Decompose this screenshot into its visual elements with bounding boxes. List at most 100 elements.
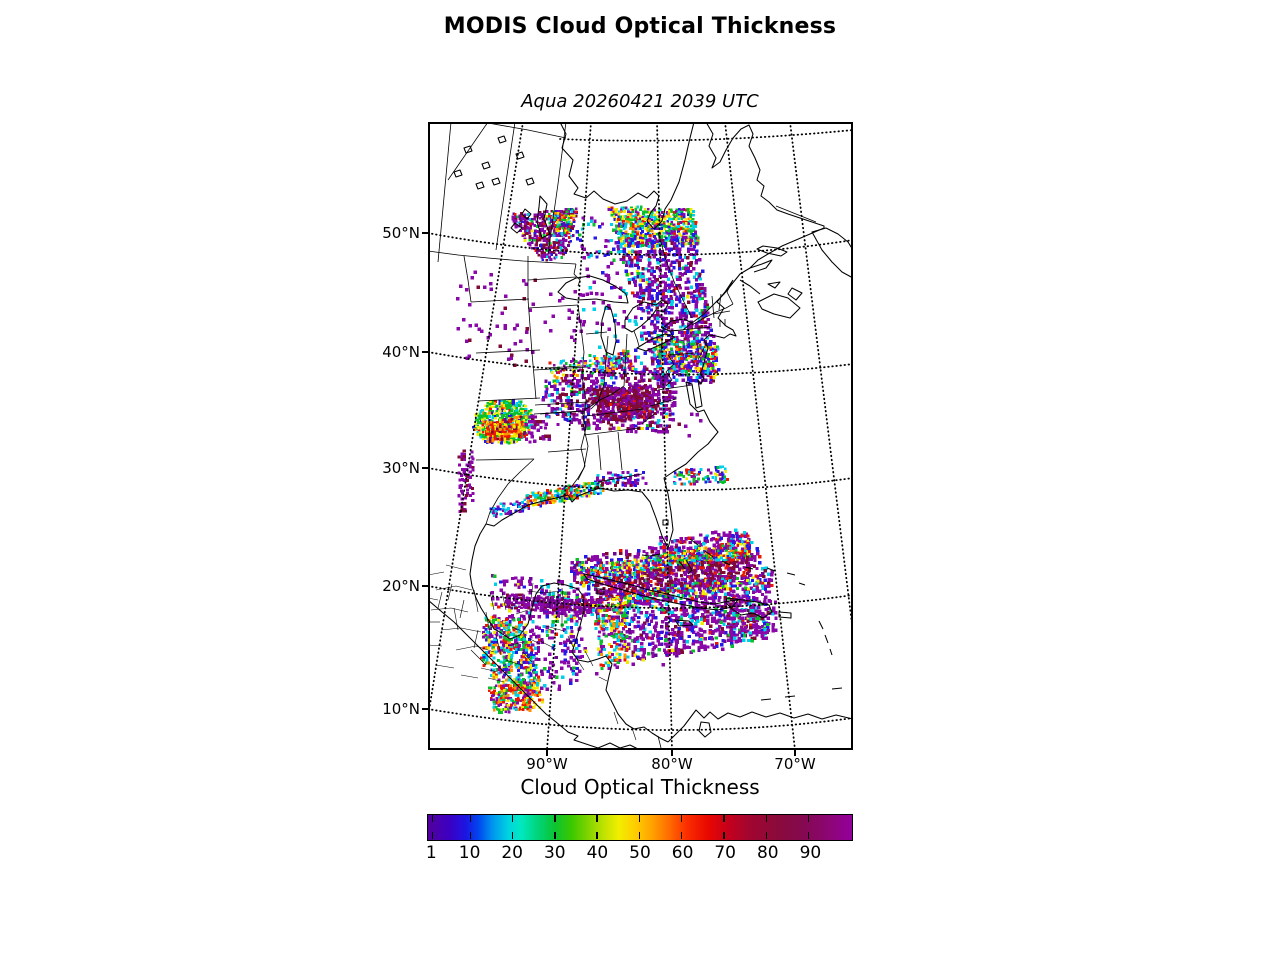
political-border bbox=[533, 366, 589, 371]
political-border bbox=[583, 427, 641, 436]
colorbar-tick-mark bbox=[765, 831, 767, 839]
political-border bbox=[545, 365, 583, 369]
political-border bbox=[470, 298, 530, 303]
colorbar-tick-label: 20 bbox=[501, 843, 523, 863]
political-border bbox=[649, 398, 677, 407]
political-border bbox=[617, 431, 623, 471]
colorbar-tick-label: 70 bbox=[714, 843, 736, 863]
state-border bbox=[631, 727, 637, 741]
coastline bbox=[583, 573, 739, 611]
map-subtitle: Aqua 20260421 2039 UTC bbox=[521, 91, 759, 112]
coastline bbox=[559, 122, 695, 230]
colorbar-tick-mark bbox=[554, 815, 556, 822]
lon-tick-label: 90°W bbox=[526, 755, 568, 773]
coastline bbox=[515, 151, 525, 160]
colorbar-tick-mark bbox=[596, 831, 598, 839]
colorbar-tick-mark bbox=[596, 815, 598, 822]
political-border bbox=[667, 352, 697, 356]
coastline bbox=[786, 572, 796, 576]
lat-tick-label: 20°N bbox=[382, 577, 420, 595]
political-border bbox=[485, 458, 535, 525]
political-border bbox=[597, 434, 602, 471]
political-border bbox=[660, 327, 664, 354]
state-border bbox=[527, 637, 541, 645]
coastline bbox=[662, 519, 669, 526]
parallel-gridline bbox=[428, 585, 853, 609]
figure-title: MODIS Cloud Optical Thickness bbox=[443, 14, 837, 39]
political-border bbox=[585, 331, 608, 335]
colorbar-tick-mark bbox=[723, 815, 725, 822]
coastline bbox=[557, 275, 629, 304]
political-border bbox=[603, 335, 609, 385]
coastline bbox=[636, 333, 676, 352]
minor-border-layer bbox=[428, 564, 637, 741]
state-border bbox=[460, 674, 479, 679]
state-border bbox=[428, 571, 445, 576]
coastline bbox=[678, 560, 686, 570]
coastline bbox=[824, 634, 829, 644]
state-border bbox=[455, 645, 495, 653]
state-border bbox=[505, 659, 522, 666]
political-border bbox=[447, 122, 489, 181]
state-border bbox=[526, 590, 560, 594]
colorbar-tick-mark bbox=[511, 831, 514, 839]
cloud-data-layer bbox=[456, 205, 778, 715]
political-border bbox=[711, 295, 715, 319]
coastline bbox=[691, 122, 825, 324]
political-border bbox=[712, 310, 731, 315]
political-border bbox=[547, 448, 587, 453]
state-border bbox=[495, 634, 502, 656]
map-panel bbox=[428, 122, 853, 750]
state-border bbox=[485, 611, 491, 635]
colorbar-tick-label: 10 bbox=[458, 843, 481, 863]
parallel-gridline bbox=[428, 232, 853, 256]
coastline bbox=[596, 588, 605, 595]
parallel-gridline bbox=[428, 708, 853, 731]
coastline bbox=[624, 299, 669, 333]
political-border bbox=[547, 122, 567, 255]
political-border bbox=[641, 413, 655, 425]
coastline bbox=[698, 721, 712, 738]
lon-tick-mark bbox=[546, 750, 548, 756]
political-border bbox=[590, 383, 605, 410]
lat-tick-label: 10°N bbox=[382, 700, 420, 718]
state-border bbox=[515, 609, 529, 615]
state-border bbox=[459, 599, 465, 619]
state-border bbox=[489, 591, 495, 611]
political-border bbox=[477, 397, 541, 402]
political-border bbox=[539, 410, 585, 415]
coastline bbox=[767, 281, 781, 289]
coastline bbox=[491, 177, 501, 186]
state-border bbox=[613, 711, 619, 725]
colorbar-tick-label: 80 bbox=[756, 843, 779, 863]
political-border bbox=[697, 341, 708, 361]
coastline bbox=[831, 687, 843, 690]
lat-tick-mark bbox=[422, 585, 428, 587]
lat-tick-label: 40°N bbox=[382, 343, 420, 361]
coastline bbox=[829, 648, 833, 656]
coastline bbox=[744, 566, 754, 570]
colorbar-tick-mark bbox=[765, 815, 767, 822]
political-border bbox=[691, 303, 734, 326]
colorbar-tick-mark bbox=[807, 815, 810, 822]
colorbar-tick-label: 60 bbox=[671, 843, 694, 863]
political-border bbox=[585, 408, 644, 417]
colorbar-tick-mark bbox=[680, 831, 683, 839]
state-border bbox=[430, 607, 469, 613]
state-border bbox=[480, 667, 499, 673]
coastline bbox=[704, 550, 714, 558]
political-border bbox=[571, 410, 587, 487]
political-border bbox=[495, 122, 516, 251]
political-border bbox=[597, 473, 643, 483]
coastline bbox=[497, 135, 507, 144]
lat-tick-mark bbox=[422, 708, 428, 710]
colorbar-tick-mark bbox=[469, 815, 471, 822]
coastline bbox=[739, 279, 761, 295]
political-border bbox=[633, 330, 640, 347]
state-border bbox=[435, 585, 473, 591]
state-border bbox=[428, 644, 443, 647]
colorbar-tick-label: 1 bbox=[425, 843, 437, 863]
political-border bbox=[657, 384, 693, 391]
colorbar-label: Cloud Optical Thickness bbox=[520, 775, 760, 799]
political-border bbox=[657, 231, 693, 319]
